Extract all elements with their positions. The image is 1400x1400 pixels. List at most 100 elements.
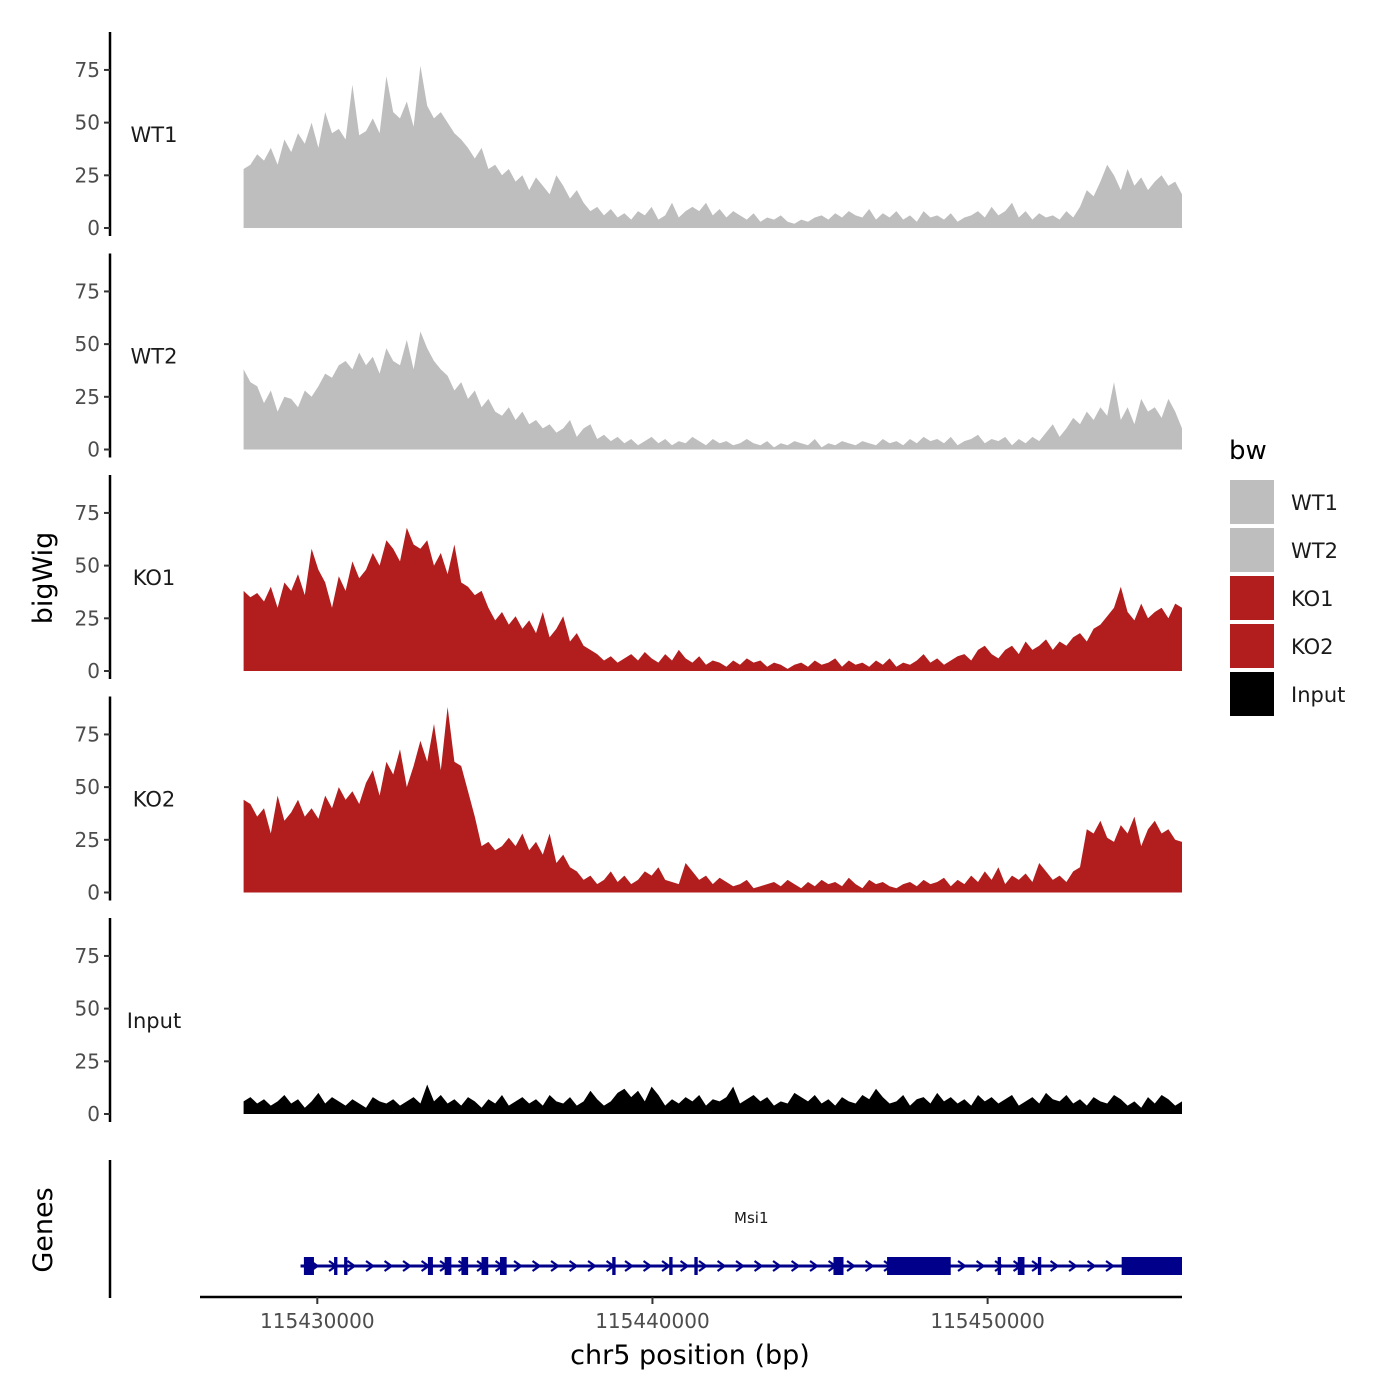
y-tick-label: 50 xyxy=(75,775,100,799)
exon xyxy=(444,1257,452,1275)
legend-swatch xyxy=(1230,672,1274,716)
exon xyxy=(481,1257,489,1275)
strand-arrow xyxy=(642,1260,653,1272)
legend-title: bw xyxy=(1229,436,1267,466)
y-tick-label: 25 xyxy=(75,163,100,187)
legend-swatch xyxy=(1230,576,1274,620)
strand-arrow xyxy=(568,1260,579,1272)
exon xyxy=(694,1257,698,1275)
y-tick-label: 0 xyxy=(87,881,100,905)
exon xyxy=(461,1257,469,1275)
coverage-area-input xyxy=(243,1084,1183,1114)
strand-arrow xyxy=(957,1260,967,1272)
strand-arrow xyxy=(809,1260,819,1272)
y-tick-label: 25 xyxy=(75,385,100,409)
x-tick-label: 115430000 xyxy=(260,1309,375,1333)
tracks-layer: 0 25 50 75 WT1 0 25 50 75 WT2 0 25 50 75 KO1 0 25 50 75 KO2… xyxy=(75,32,1183,1126)
x-tick-label: 115440000 xyxy=(595,1309,710,1333)
legend-item-wt1: WT1 xyxy=(1230,480,1338,524)
coverage-area-wt1 xyxy=(243,65,1183,228)
track-label-wt2: WT2 xyxy=(131,345,178,369)
strand-arrow xyxy=(846,1260,856,1272)
gene-name-label: Msi1 xyxy=(734,1209,768,1227)
exon xyxy=(499,1257,507,1275)
strand-arrow xyxy=(587,1260,597,1272)
legend-label: WT2 xyxy=(1291,539,1338,563)
track-label-ko1: KO1 xyxy=(133,566,176,590)
strand-arrow xyxy=(790,1260,801,1272)
y-tick-label: 0 xyxy=(87,1102,100,1126)
exon xyxy=(303,1257,314,1275)
y-tick-label: 50 xyxy=(75,332,100,356)
y-tick-label: 75 xyxy=(75,501,100,525)
y-tick-label: 25 xyxy=(75,606,100,630)
exon xyxy=(669,1257,673,1275)
strand-arrow xyxy=(402,1260,412,1272)
y-tick-label: 50 xyxy=(75,111,100,135)
strand-arrow xyxy=(753,1260,764,1272)
strand-arrow xyxy=(1105,1260,1115,1272)
strand-arrow xyxy=(772,1260,782,1272)
track-panel-ko1: 0 25 50 75 KO1 xyxy=(75,475,1183,683)
strand-arrow xyxy=(994,1260,1004,1272)
y-tick-label: 75 xyxy=(75,58,100,82)
legend-swatch xyxy=(1230,480,1274,524)
track-panel-wt1: 0 25 50 75 WT1 xyxy=(75,32,1183,240)
legend-item-ko1: KO1 xyxy=(1230,576,1334,620)
x-axis: 115430000 115440000 115450000 xyxy=(200,1295,1182,1333)
y-tick-label: 25 xyxy=(75,1049,100,1073)
strand-arrow xyxy=(698,1260,708,1272)
exon xyxy=(1121,1257,1182,1275)
strand-arrow xyxy=(383,1260,394,1272)
y-tick-label: 75 xyxy=(75,279,100,303)
gene-msi1: Msi1 xyxy=(300,1209,1182,1275)
track-label-input: Input xyxy=(127,1009,181,1033)
exon xyxy=(612,1257,616,1275)
strand-arrow xyxy=(975,1260,986,1272)
coverage-area-wt2 xyxy=(243,331,1183,450)
legend-item-input: Input xyxy=(1230,672,1345,716)
exon xyxy=(334,1257,338,1275)
legend-item-ko2: KO2 xyxy=(1230,624,1334,668)
genes-panel: Msi1 xyxy=(108,1160,1182,1298)
strand-arrow xyxy=(624,1260,634,1272)
strand-arrow xyxy=(661,1260,671,1272)
y-tick-label: 50 xyxy=(75,997,100,1021)
strand-arrow xyxy=(864,1260,875,1272)
strand-arrow xyxy=(365,1260,375,1272)
y-tick-label: 0 xyxy=(87,216,100,240)
x-axis-title: chr5 position (bp) xyxy=(570,1340,810,1371)
strand-arrow xyxy=(513,1260,523,1272)
strand-arrow xyxy=(550,1260,560,1272)
exon xyxy=(833,1257,844,1275)
exon xyxy=(344,1257,348,1275)
coverage-area-ko1 xyxy=(243,527,1183,671)
legend-label: KO2 xyxy=(1291,635,1334,659)
strand-arrow xyxy=(1068,1260,1078,1272)
legend-label: WT1 xyxy=(1291,491,1338,515)
y-tick-label: 75 xyxy=(75,722,100,746)
strand-arrow xyxy=(1049,1260,1060,1272)
strand-arrow xyxy=(346,1260,357,1272)
exon xyxy=(1017,1257,1025,1275)
strand-arrow xyxy=(716,1260,727,1272)
track-panel-wt2: 0 25 50 75 WT2 xyxy=(75,253,1183,462)
track-panel-input: 0 25 50 75 Input xyxy=(75,918,1183,1126)
track-label-wt1: WT1 xyxy=(131,123,178,147)
coverage-area-ko2 xyxy=(243,707,1183,893)
legend: bw WT1 WT2 KO1 KO2 Input xyxy=(1229,436,1345,716)
strand-arrow xyxy=(735,1260,745,1272)
legend-item-wt2: WT2 xyxy=(1230,528,1338,572)
genes-axis-title: Genes xyxy=(28,1187,59,1272)
y-tick-label: 25 xyxy=(75,828,100,852)
strand-arrow xyxy=(679,1260,690,1272)
y-tick-label: 0 xyxy=(87,438,100,462)
exon xyxy=(997,1257,1002,1275)
y-tick-label: 75 xyxy=(75,944,100,968)
legend-label: KO1 xyxy=(1291,587,1334,611)
y-axis-title: bigWig xyxy=(28,532,59,625)
strand-arrow xyxy=(1086,1260,1097,1272)
y-tick-label: 0 xyxy=(87,659,100,683)
exon xyxy=(1037,1257,1042,1275)
